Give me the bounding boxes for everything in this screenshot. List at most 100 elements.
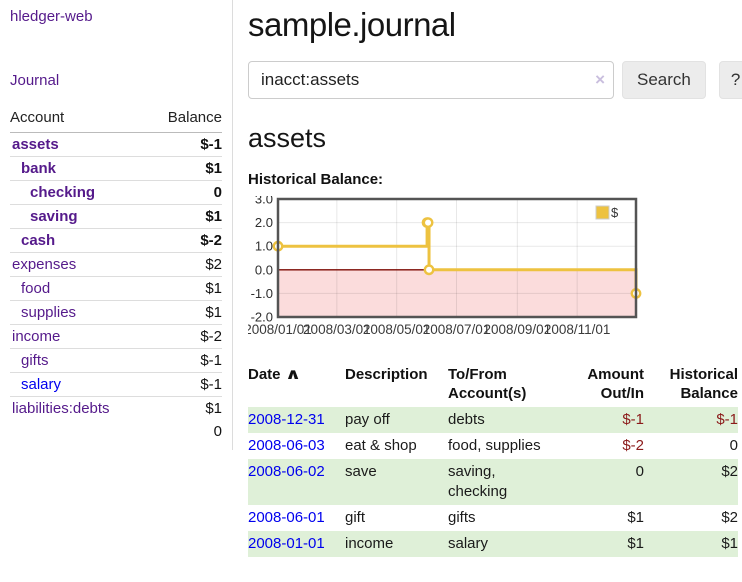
account-cell: gifts [10,348,148,373]
help-button[interactable]: ? [718,61,742,99]
register-col-date[interactable]: Date ∧ [248,366,301,383]
register-date-link[interactable]: 2008-12-31 [248,411,325,428]
register-amount-cell: $1 [558,531,646,557]
account-balance: $-2 [147,228,222,253]
account-cell: checking [10,180,148,205]
sidebar-item-journal[interactable]: Journal [10,72,60,89]
register-row: 2008-01-01 income salary $1 $1 [248,531,738,557]
svg-text:2008/11/01: 2008/11/01 [544,322,611,337]
account-cell: food [10,276,148,301]
register-accounts-cell: food, supplies [448,437,541,454]
search-input[interactable] [248,61,614,99]
register-description-cell: income [345,531,448,557]
register-col-accounts: To/From Account(s) [448,366,527,402]
register-balance-cell: $1 [646,531,738,557]
account-row: food $1 [10,276,222,301]
account-link[interactable]: salary [21,376,62,393]
account-row: income $-2 [10,324,222,349]
register-amount-cell: $-1 [558,407,646,433]
account-link[interactable]: saving [30,208,78,225]
svg-text:2008/05/01: 2008/05/01 [363,322,431,337]
page-title: sample.journal [248,6,456,43]
account-balance: $-1 [147,372,222,397]
account-link[interactable]: cash [21,232,56,249]
svg-text:2008/01/01: 2008/01/01 [248,322,312,337]
account-link[interactable]: supplies [21,304,77,321]
account-link[interactable]: food [21,280,51,297]
account-cell: assets [10,133,147,157]
account-link[interactable]: gifts [21,352,49,369]
balance-chart: $3.0 2.0 1.0 0.0 -1.0 -2.0 2008/01/01 2008/03/0… [244,192,737,347]
register-row: 2008-06-01 gift gifts $1 $2 [248,505,738,531]
register-accounts-cell: saving, checking [448,459,558,505]
account-link[interactable]: bank [21,160,57,177]
brand-link[interactable]: hledger-web [10,8,93,25]
account-row: gifts $-1 [10,348,222,373]
account-link[interactable]: liabilities:debts [12,400,110,417]
sort-ascending-icon: ∧ [284,366,301,383]
svg-text:2008/03/01: 2008/03/01 [303,322,371,337]
register-description-cell: eat & shop [345,437,417,454]
register-date-link[interactable]: 2008-06-03 [248,437,325,454]
svg-text:0.0: 0.0 [255,262,273,277]
account-row: bank $1 [10,156,222,181]
register-description-cell: pay off [345,407,448,433]
legend-swatch [595,205,610,220]
account-link[interactable]: income [12,328,61,345]
register-accounts-cell: gifts [448,509,476,526]
register-date-link[interactable]: 2008-06-01 [248,509,325,526]
register-date-link[interactable]: 2008-06-02 [248,463,325,480]
main-content: sample.journal × Search ? assets Histori… [233,0,742,557]
account-row: cash $-2 [10,228,222,253]
register-amount-cell: $-2 [622,437,644,454]
svg-text:-1.0: -1.0 [251,286,273,301]
register-accounts-cell: salary [448,531,558,557]
svg-text:2008/07/01: 2008/07/01 [423,322,491,337]
register-description-cell: gift [345,509,366,526]
register-row: 2008-06-03 eat & shop food, supplies $-2 0 [248,433,738,459]
account-row: salary $-1 [10,372,222,397]
legend-label: $ [611,205,619,220]
svg-text:2.0: 2.0 [255,215,273,230]
account-heading: assets [248,123,327,153]
account-cell: supplies [10,300,148,325]
register-date-cell: 2008-06-03 [248,433,345,459]
svg-text:1.0: 1.0 [255,239,273,254]
search-box: × [248,61,614,99]
clear-search-icon[interactable]: × [595,70,605,89]
account-row: supplies $1 [10,300,222,325]
register-header-row: Date ∧ Description To/From Account(s) Amo… [248,363,738,407]
accounts-table: Account Balance assets $-1 bank $1 checking 0… [10,106,222,443]
account-balance: $1 [147,156,222,181]
register-date-link[interactable]: 2008-01-01 [248,535,325,552]
account-cell: liabilities:debts [10,396,148,420]
account-balance: $1 [147,300,222,325]
balance-col-header: Balance [147,106,222,133]
account-cell: income [10,324,148,349]
register-balance-cell: $2 [646,459,738,505]
account-row: saving $1 [10,204,222,229]
account-balance: $-1 [200,136,222,153]
accounts-total-row: 0 [10,420,222,443]
account-link[interactable]: assets [12,136,59,153]
register-balance-cell: $-1 [646,407,738,433]
account-balance: $-2 [147,324,222,349]
register-row: 2008-06-02 save saving, checking 0 $2 [248,459,738,505]
account-row: expenses $2 [10,252,222,277]
accounts-total-value: 0 [213,423,222,440]
register-amount-cell: $1 [627,509,644,526]
search-button[interactable]: Search [622,61,706,99]
register-description-cell: save [345,459,448,505]
search-row: × Search ? [248,61,742,99]
sidebar: hledger-web Journal Account Balance asse… [0,0,233,450]
account-cell: cash [10,228,148,253]
balance-chart-svg: $3.0 2.0 1.0 0.0 -1.0 -2.02008/01/012008/03/0… [244,192,642,337]
accounts-col-header: Account [10,106,148,133]
register-balance-cell: $2 [721,509,738,526]
account-link[interactable]: checking [30,184,96,201]
account-link[interactable]: expenses [12,256,77,273]
account-balance: $1 [147,276,222,301]
svg-text:3.0: 3.0 [255,196,273,207]
register-date-cell: 2008-12-31 [248,407,345,433]
account-row: assets $-1 [10,133,222,157]
